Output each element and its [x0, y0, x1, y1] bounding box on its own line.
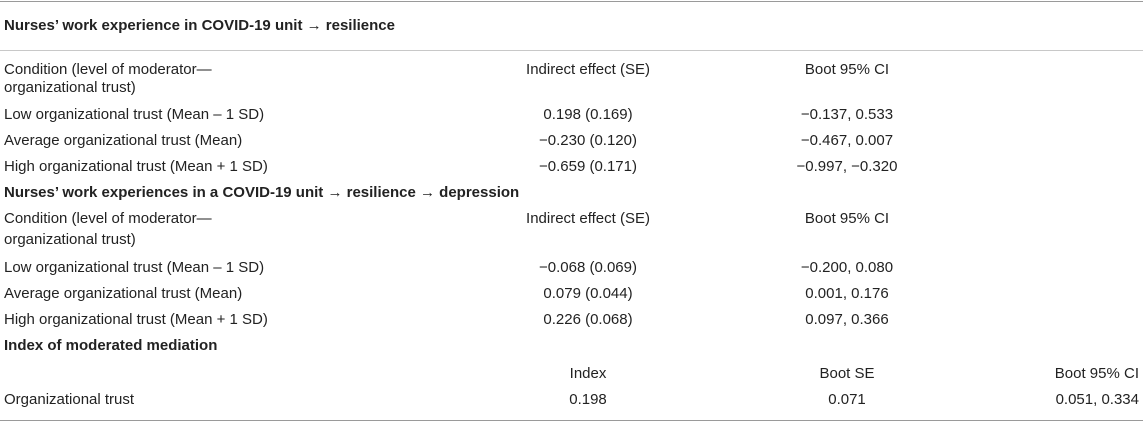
- section1-row-high-indirect: −0.659 (0.171): [539, 158, 637, 175]
- section2-title: Nurses’ work experiences in a COVID-19 u…: [4, 184, 520, 201]
- section3-row-ci: 0.051, 0.334: [1055, 391, 1139, 408]
- section2-row-low-ci: −0.200, 0.080: [800, 259, 894, 276]
- section2-row-average-indirect: 0.079 (0.044): [543, 285, 633, 302]
- section2-ci-header: Boot 95% CI: [804, 210, 890, 227]
- section2-condition-header-line1: Condition (level of moderator—: [4, 210, 212, 227]
- section3-row-label: Organizational trust: [4, 391, 135, 408]
- section1-ci-header: Boot 95% CI: [804, 61, 890, 78]
- section3-index-header: Index: [569, 365, 607, 382]
- section2-condition-header-line2: organizational trust): [4, 231, 136, 248]
- section1-condition-header-line1: Condition (level of moderator—: [4, 61, 212, 78]
- section1-title: Nurses’ work experience in COVID-19 unit…: [4, 17, 395, 34]
- section1-row-average-condition: Average organizational trust (Mean): [4, 132, 243, 149]
- section1-indirect-header: Indirect effect (SE): [526, 61, 650, 78]
- section3-row-index: 0.198: [569, 391, 607, 408]
- section2-row-high-condition: High organizational trust (Mean + 1 SD): [4, 311, 268, 328]
- section1-row-low-condition: Low organizational trust (Mean – 1 SD): [4, 106, 265, 123]
- section1-row-low-indirect: 0.198 (0.169): [543, 106, 633, 123]
- section1-row-average-ci: −0.467, 0.007: [800, 132, 894, 149]
- section2-indirect-header: Indirect effect (SE): [526, 210, 650, 227]
- section1-condition-header-line2: organizational trust): [4, 79, 136, 96]
- section2-row-high-indirect: 0.226 (0.068): [543, 311, 633, 328]
- section1-row-high-ci: −0.997, −0.320: [796, 158, 898, 175]
- section2-row-high-ci: 0.097, 0.366: [805, 311, 889, 328]
- table-bottom-rule: [0, 420, 1143, 421]
- section1-row-high-condition: High organizational trust (Mean + 1 SD): [4, 158, 268, 175]
- section3-row-boot-se: 0.071: [828, 391, 866, 408]
- section3-boot-se-header: Boot SE: [819, 365, 875, 382]
- section3-title: Index of moderated mediation: [4, 337, 218, 354]
- section2-row-average-condition: Average organizational trust (Mean): [4, 285, 243, 302]
- section2-row-average-ci: 0.001, 0.176: [805, 285, 889, 302]
- section1-row-average-indirect: −0.230 (0.120): [539, 132, 637, 149]
- section2-row-low-indirect: −0.068 (0.069): [539, 259, 637, 276]
- table-top-rule: [0, 1, 1143, 2]
- section1-divider: [0, 50, 1143, 51]
- section1-row-low-ci: −0.137, 0.533: [800, 106, 894, 123]
- section2-row-low-condition: Low organizational trust (Mean – 1 SD): [4, 259, 265, 276]
- section3-ci-header: Boot 95% CI: [1054, 365, 1139, 382]
